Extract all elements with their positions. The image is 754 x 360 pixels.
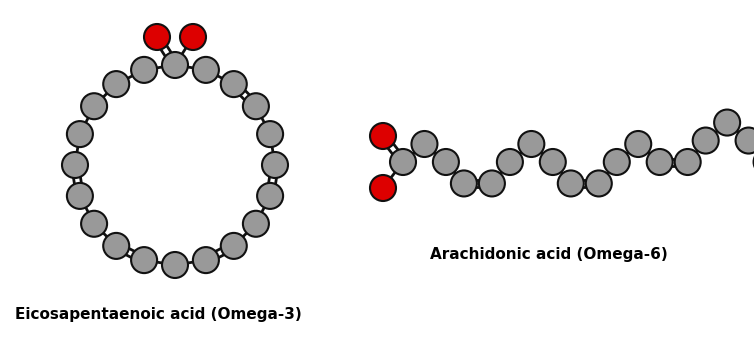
Circle shape xyxy=(625,131,651,157)
Circle shape xyxy=(370,123,396,149)
Circle shape xyxy=(540,149,566,175)
Circle shape xyxy=(370,175,396,201)
Circle shape xyxy=(81,211,107,237)
Circle shape xyxy=(262,152,288,178)
Circle shape xyxy=(221,233,247,259)
Circle shape xyxy=(647,149,673,175)
Circle shape xyxy=(675,149,700,175)
Circle shape xyxy=(604,149,630,175)
Circle shape xyxy=(558,170,584,197)
Text: Arachidonic acid (Omega-6): Arachidonic acid (Omega-6) xyxy=(430,248,668,262)
Circle shape xyxy=(243,93,269,119)
Circle shape xyxy=(103,233,129,259)
Circle shape xyxy=(714,109,740,136)
Circle shape xyxy=(479,170,505,197)
Circle shape xyxy=(131,247,157,273)
Circle shape xyxy=(180,24,206,50)
Circle shape xyxy=(518,131,544,157)
Circle shape xyxy=(412,131,437,157)
Circle shape xyxy=(162,252,188,278)
Circle shape xyxy=(131,57,157,83)
Circle shape xyxy=(497,149,523,175)
Circle shape xyxy=(103,71,129,97)
Circle shape xyxy=(433,149,459,175)
Circle shape xyxy=(390,149,416,175)
Circle shape xyxy=(693,127,719,154)
Circle shape xyxy=(144,24,170,50)
Circle shape xyxy=(451,170,477,197)
Circle shape xyxy=(62,152,88,178)
Circle shape xyxy=(193,247,219,273)
Circle shape xyxy=(257,183,283,209)
Text: Eicosapentaenoic acid (Omega-3): Eicosapentaenoic acid (Omega-3) xyxy=(15,307,302,323)
Circle shape xyxy=(257,121,283,147)
Circle shape xyxy=(67,121,93,147)
Circle shape xyxy=(586,170,611,197)
Circle shape xyxy=(67,183,93,209)
Circle shape xyxy=(221,71,247,97)
Circle shape xyxy=(736,127,754,154)
Circle shape xyxy=(243,211,269,237)
Circle shape xyxy=(81,93,107,119)
Circle shape xyxy=(162,52,188,78)
Circle shape xyxy=(193,57,219,83)
